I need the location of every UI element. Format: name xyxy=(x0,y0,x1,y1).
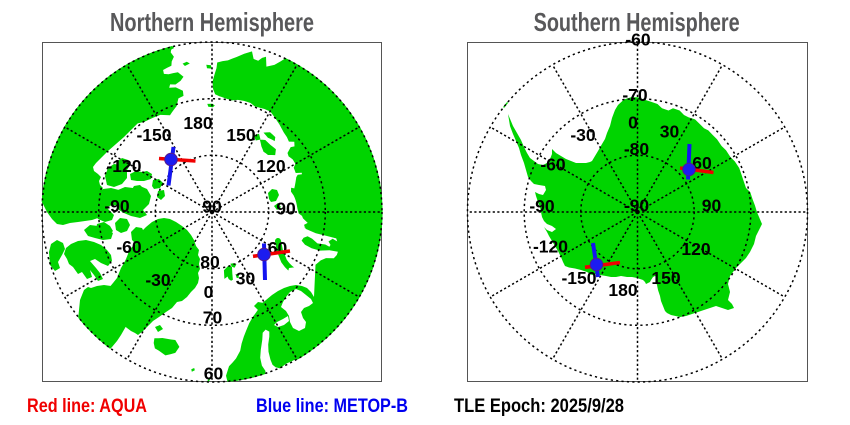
svg-text:180: 180 xyxy=(183,113,212,133)
svg-text:Southern Hemisphere: Southern Hemisphere xyxy=(534,7,740,37)
svg-text:180: 180 xyxy=(608,280,637,300)
svg-text:60: 60 xyxy=(204,364,224,384)
svg-text:60: 60 xyxy=(692,153,712,173)
svg-text:-150: -150 xyxy=(136,125,171,145)
svg-text:90: 90 xyxy=(276,199,296,219)
svg-text:-60: -60 xyxy=(540,155,566,175)
svg-text:70: 70 xyxy=(203,308,223,328)
svg-text:-90: -90 xyxy=(104,196,130,216)
svg-text:80: 80 xyxy=(200,252,220,272)
svg-text:TLE Epoch: 2025/9/28: TLE Epoch: 2025/9/28 xyxy=(454,396,624,417)
svg-text:-60: -60 xyxy=(116,237,142,257)
svg-text:-150: -150 xyxy=(561,268,596,288)
svg-text:0: 0 xyxy=(628,113,638,133)
svg-text:-30: -30 xyxy=(570,125,596,145)
svg-text:150: 150 xyxy=(651,268,680,288)
svg-text:-120: -120 xyxy=(106,156,141,176)
svg-text:Northern Hemisphere: Northern Hemisphere xyxy=(110,7,314,37)
svg-text:-70: -70 xyxy=(622,85,648,105)
svg-text:-90: -90 xyxy=(529,196,555,216)
svg-text:0: 0 xyxy=(204,282,214,302)
svg-text:120: 120 xyxy=(681,239,710,259)
svg-text:-120: -120 xyxy=(533,237,568,257)
svg-text:-30: -30 xyxy=(145,270,171,290)
svg-text:90: 90 xyxy=(202,197,222,217)
svg-text:90: 90 xyxy=(702,196,722,216)
svg-text:-60: -60 xyxy=(625,30,651,50)
svg-text:30: 30 xyxy=(236,269,256,289)
svg-text:120: 120 xyxy=(256,156,285,176)
svg-text:-90: -90 xyxy=(624,196,650,216)
svg-text:30: 30 xyxy=(660,122,680,142)
svg-text:150: 150 xyxy=(226,125,255,145)
svg-text:-80: -80 xyxy=(624,139,650,159)
svg-text:Blue line: METOP-B: Blue line: METOP-B xyxy=(256,396,408,417)
svg-text:Red line: AQUA: Red line: AQUA xyxy=(27,396,147,417)
